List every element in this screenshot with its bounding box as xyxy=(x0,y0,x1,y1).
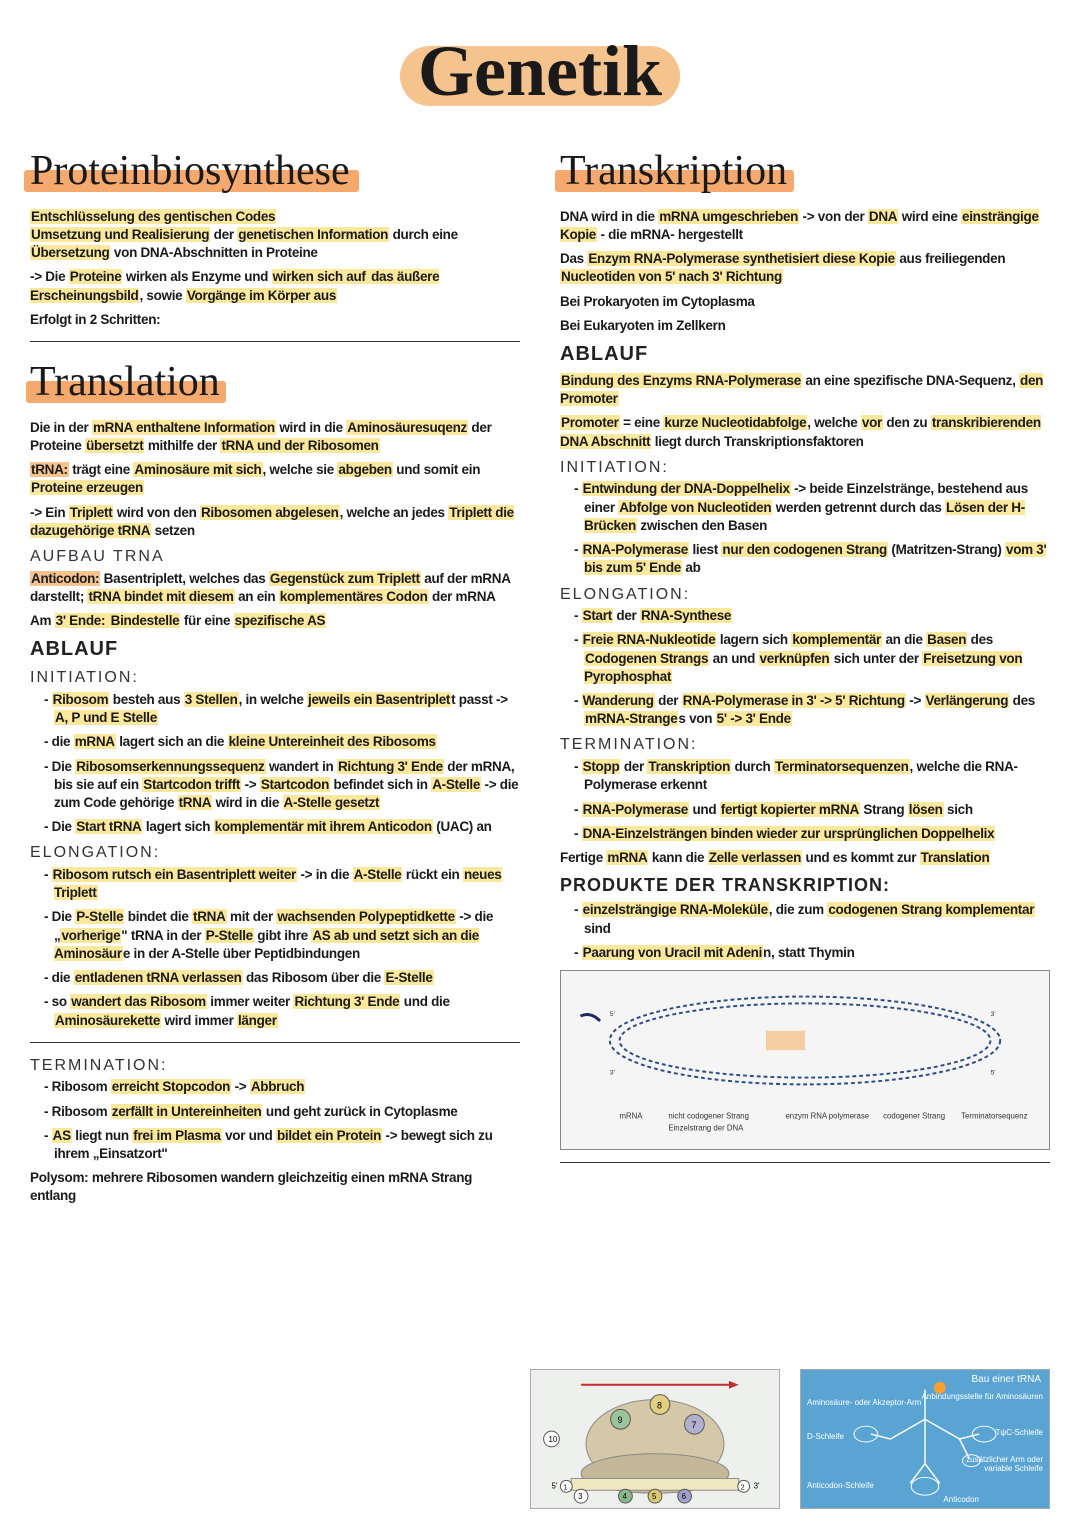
translation-p3: -> Ein Triplett wird von den Ribosomen a… xyxy=(30,504,520,540)
tk-term-4: Fertige mRNA kann die Zelle verlassen un… xyxy=(560,849,1050,867)
trans-init-2: - die mRNA lagert sich an die kleine Unt… xyxy=(44,733,520,751)
translation-term-heading: TERMINATION: xyxy=(30,1055,520,1077)
svg-text:1: 1 xyxy=(563,1484,567,1491)
trans-elong-1: - Ribosom rutsch ein Basentriplett weite… xyxy=(44,866,520,902)
tk-term-2: - RNA-Polymerase und fertigt kopierter m… xyxy=(574,801,1050,819)
dna-transcription-diagram: 3' 5' 5' 3' mRNA nicht codogener Strang … xyxy=(560,970,1050,1150)
svg-text:mRNA: mRNA xyxy=(620,1112,644,1121)
trans-term-3: - AS liegt nun frei im Plasma vor und bi… xyxy=(44,1127,520,1163)
anticodon-text: Anticodon: Basentriplett, welches das Ge… xyxy=(30,570,520,606)
tk-init-1: - Entwindung der DNA-Doppelhelix -> beid… xyxy=(574,480,1050,535)
svg-text:10: 10 xyxy=(549,1435,558,1444)
transkription-term-heading: TERMINATION: xyxy=(560,734,1050,756)
svg-text:enzym RNA polymerase: enzym RNA polymerase xyxy=(785,1112,869,1121)
transkription-ablauf-heading: ABLAUF xyxy=(560,341,1050,368)
trans-a2: Promoter = eine kurze Nucleotidabfolge, … xyxy=(560,414,1050,450)
svg-text:Einzelstrang der DNA: Einzelstrang der DNA xyxy=(668,1123,744,1132)
svg-text:3': 3' xyxy=(990,1011,995,1018)
polysom-text: Polysom: mehrere Ribosomen wandern gleic… xyxy=(30,1169,520,1205)
svg-text:8: 8 xyxy=(657,1400,662,1410)
trans-p2: Das Enzym RNA-Polymerase synthetisiert d… xyxy=(560,250,1050,286)
svg-text:7: 7 xyxy=(691,1420,696,1430)
svg-text:5: 5 xyxy=(652,1492,657,1501)
trans-p3: Bei Prokaryoten im Cytoplasma xyxy=(560,293,1050,311)
trans-term-1: - Ribosom erreicht Stopcodon -> Abbruch xyxy=(44,1078,520,1096)
svg-text:3: 3 xyxy=(578,1492,583,1501)
trans-a1: Bindung des Enzyms RNA-Polymerase an ein… xyxy=(560,372,1050,408)
translation-init-heading: INITIATION: xyxy=(30,667,520,689)
left-column: Proteinbiosynthese Entschlüsselung des g… xyxy=(30,143,520,1212)
translation-ablauf-heading: ABLAUF xyxy=(30,636,520,663)
trans-p4: Bei Eukaryoten im Zellkern xyxy=(560,317,1050,335)
section-transkription-title: Transkription xyxy=(560,143,787,200)
prod-2: - Paarung von Uracil mit Adenin, statt T… xyxy=(574,944,1050,962)
section-translation-title: Translation xyxy=(30,354,220,411)
trans-p1: DNA wird in die mRNA umgeschrieben -> vo… xyxy=(560,208,1050,244)
svg-text:5': 5' xyxy=(552,1481,558,1490)
aufbau-trna-heading: AUFBAU TRNA xyxy=(30,546,520,568)
svg-text:nicht codogener Strang: nicht codogener Strang xyxy=(668,1112,749,1121)
svg-text:3': 3' xyxy=(610,1070,615,1077)
divider-3 xyxy=(560,1162,1050,1163)
trna-diagram-title: Bau einer tRNA xyxy=(972,1374,1041,1385)
page-title: Genetik xyxy=(418,30,662,113)
proteinbio-p2: -> Die Proteine wirken als Enzyme und wi… xyxy=(30,268,520,304)
ende3-text: Am 3' Ende: Bindestelle für eine spezifi… xyxy=(30,612,520,630)
divider-2 xyxy=(30,1042,520,1043)
trans-elong-4: - so wandert das Ribosom immer weiter Ri… xyxy=(44,993,520,1029)
trans-elong-3: - die entladenen tRNA verlassen das Ribo… xyxy=(44,969,520,987)
translation-elong-heading: ELONGATION: xyxy=(30,842,520,864)
svg-text:5': 5' xyxy=(610,1011,615,1018)
trans-elong-2: - Die P-Stelle bindet die tRNA mit der w… xyxy=(44,908,520,963)
tk-elong-2: - Freie RNA-Nukleotide lagern sich kompl… xyxy=(574,631,1050,686)
transkription-init-heading: INITIATION: xyxy=(560,457,1050,479)
svg-text:3': 3' xyxy=(754,1481,760,1490)
svg-text:9: 9 xyxy=(618,1415,623,1425)
section-proteinbio-title: Proteinbiosynthese xyxy=(30,143,350,200)
bottom-diagrams: 9 8 7 10 4 5 6 3 1 2 5' 3' Bau einer tRN… xyxy=(530,1369,1050,1509)
translation-p1: Die in der mRNA enthaltene Information w… xyxy=(30,419,520,455)
proteinbio-p1: Entschlüsselung des gentischen Codes Ums… xyxy=(30,208,520,263)
svg-text:4: 4 xyxy=(622,1492,627,1501)
divider xyxy=(30,341,520,342)
svg-text:2: 2 xyxy=(741,1484,745,1491)
tk-term-1: - Stopp der Transkription durch Terminat… xyxy=(574,758,1050,794)
tk-elong-1: - Start der RNA-Synthese xyxy=(574,607,1050,625)
svg-text:codogener Strang: codogener Strang xyxy=(883,1112,945,1121)
tk-term-3: - DNA-Einzelsträngen binden wieder zur u… xyxy=(574,825,1050,843)
prod-1: - einzelsträngige RNA-Moleküle, die zum … xyxy=(574,901,1050,937)
trans-term-2: - Ribosom zerfällt in Untereinheiten und… xyxy=(44,1103,520,1121)
trna-structure-diagram: Bau einer tRNA Aminosäure- oder Akzeptor… xyxy=(800,1369,1050,1509)
produkte-heading: PRODUKTE DER TRANSKRIPTION: xyxy=(560,873,1050,897)
content-columns: Proteinbiosynthese Entschlüsselung des g… xyxy=(30,143,1050,1212)
svg-text:Terminatorsequenz: Terminatorsequenz xyxy=(961,1112,1027,1121)
trans-init-4: - Die Start tRNA lagert sich komplementä… xyxy=(44,818,520,836)
tk-init-2: - RNA-Polymerase liest nur den codogenen… xyxy=(574,541,1050,577)
trans-init-3: - Die Ribosomserkennungssequenz wandert … xyxy=(44,758,520,813)
proteinbio-p3: Erfolgt in 2 Schritten: xyxy=(30,311,520,329)
transkription-elong-heading: ELONGATION: xyxy=(560,584,1050,606)
svg-text:6: 6 xyxy=(682,1492,687,1501)
right-column: Transkription DNA wird in die mRNA umges… xyxy=(560,143,1050,1212)
ribosome-diagram: 9 8 7 10 4 5 6 3 1 2 5' 3' xyxy=(530,1369,780,1509)
svg-text:5': 5' xyxy=(990,1070,995,1077)
trans-init-1: - Ribosom besteh aus 3 Stellen, in welch… xyxy=(44,691,520,727)
translation-p2: tRNA: trägt eine Aminosäure mit sich, we… xyxy=(30,461,520,497)
tk-elong-3: - Wanderung der RNA-Polymerase in 3' -> … xyxy=(574,692,1050,728)
